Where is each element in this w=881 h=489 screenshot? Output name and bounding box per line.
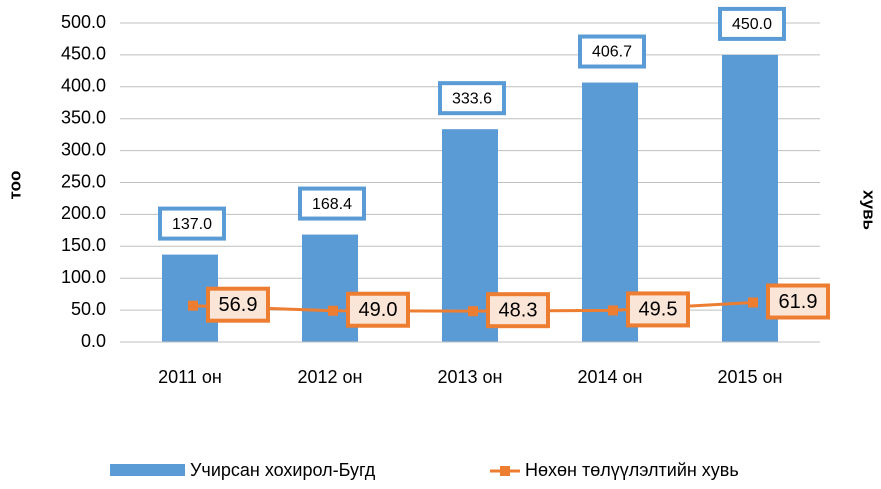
data-label: 333.6 <box>452 90 492 107</box>
data-label-box <box>206 286 270 323</box>
data-label-box <box>578 34 646 69</box>
data-label-box <box>766 283 830 320</box>
y-tick-label: 500.0 <box>61 12 106 32</box>
legend-swatch <box>110 464 185 476</box>
y-tick-label: 200.0 <box>61 203 106 223</box>
line-marker <box>188 300 198 311</box>
x-tick-label: 2014 он <box>578 367 643 387</box>
data-label-box <box>718 6 786 41</box>
data-label-box <box>346 291 410 328</box>
data-label: 406.7 <box>592 44 632 61</box>
y-tick-label: 0.0 <box>81 331 106 351</box>
line-marker <box>748 297 758 308</box>
y-tick-label: 50.0 <box>71 299 106 319</box>
x-tick-label: 2015 он <box>718 367 783 387</box>
legend-swatch <box>500 466 510 476</box>
y-tick-label: 100.0 <box>61 267 106 287</box>
y-tick-label: 150.0 <box>61 235 106 255</box>
data-label: 56.9 <box>219 294 258 316</box>
data-label: 137.0 <box>172 216 212 233</box>
data-label-box <box>438 81 506 116</box>
y-tick-label: 250.0 <box>61 171 106 191</box>
x-tick-label: 2012 он <box>298 367 363 387</box>
line-marker <box>328 305 338 316</box>
legend-label: Нөхөн төлүүлэлтийн хувь <box>525 460 739 480</box>
y2-axis-label: хувь <box>860 190 879 230</box>
data-label: 450.0 <box>732 16 772 33</box>
line-marker <box>608 305 618 316</box>
x-tick-label: 2011 он <box>158 367 222 387</box>
data-label: 49.5 <box>639 299 678 321</box>
y-tick-label: 300.0 <box>61 139 106 159</box>
line-marker <box>468 306 478 317</box>
legend-label: Учирсан хохирол-Бугд <box>190 460 376 480</box>
data-label-box <box>486 292 550 329</box>
x-tick-label: 2013 он <box>438 367 503 387</box>
data-label: 49.0 <box>359 299 398 321</box>
data-label-box <box>626 291 690 328</box>
data-label: 168.4 <box>312 196 352 213</box>
y-axis-label: тоо <box>5 171 24 200</box>
y-tick-label: 450.0 <box>61 44 106 64</box>
y-tick-label: 400.0 <box>61 76 106 96</box>
data-label: 61.9 <box>779 291 818 313</box>
y-tick-label: 350.0 <box>61 107 106 127</box>
data-label-box <box>158 206 226 241</box>
data-label-box <box>298 186 366 221</box>
data-label: 48.3 <box>499 299 538 321</box>
